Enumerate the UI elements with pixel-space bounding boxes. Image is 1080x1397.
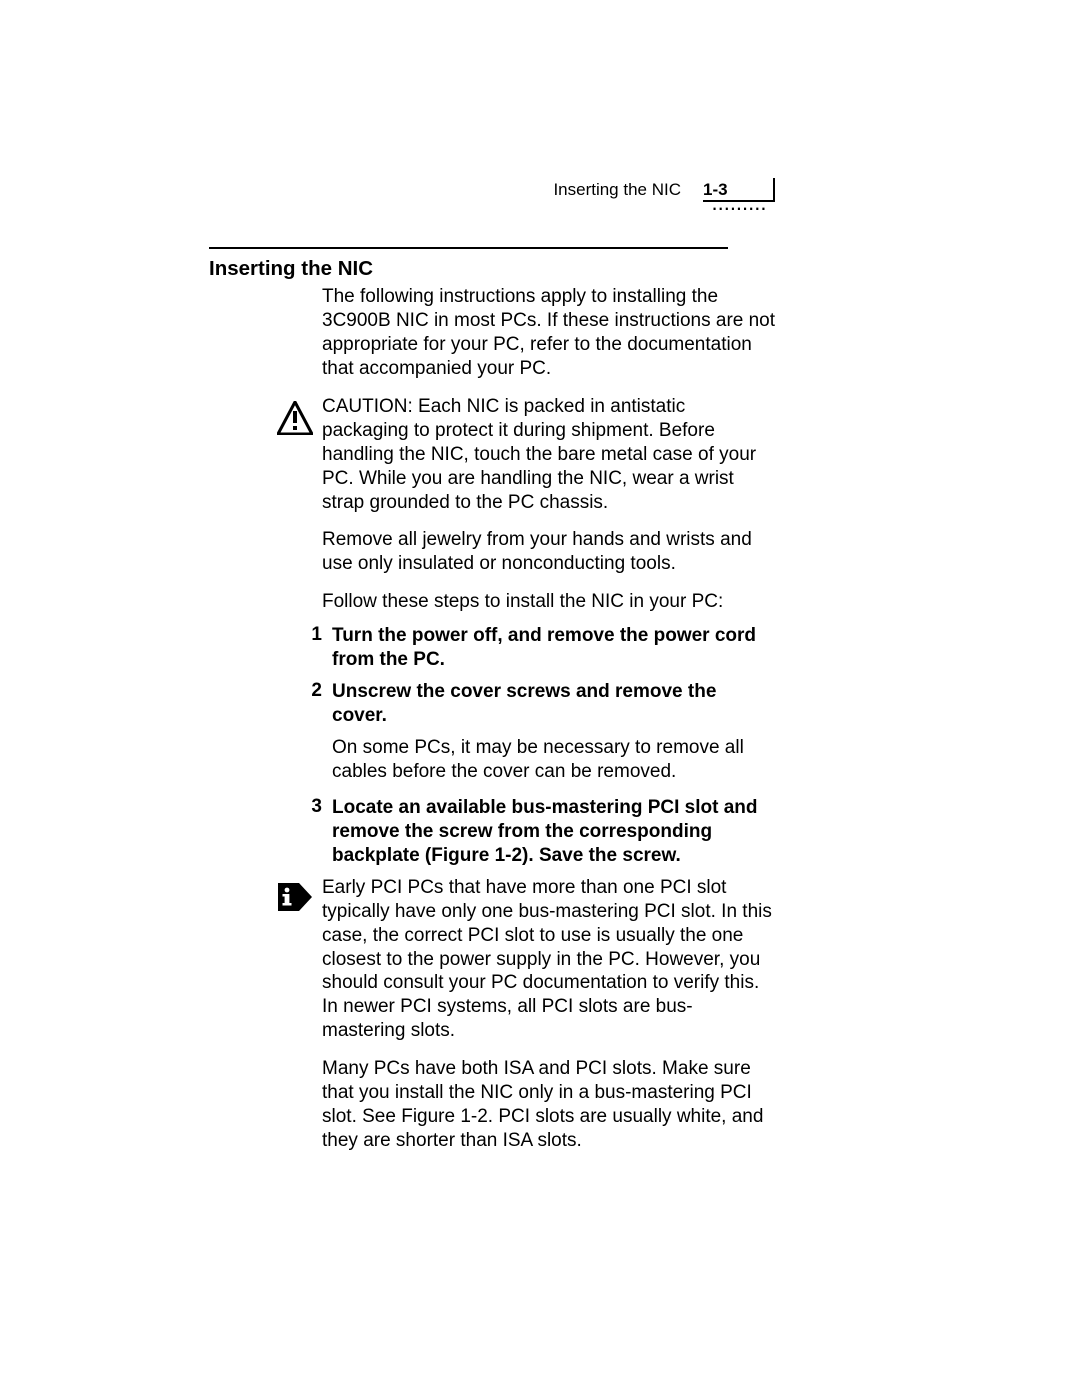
step-text: Turn the power off, and remove the power…: [322, 624, 774, 672]
step-text: Locate an available bus-mastering PCI sl…: [322, 796, 774, 868]
jewelry-paragraph: Remove all jewelry from your hands and w…: [322, 528, 777, 576]
running-page-box: 1-3 .........: [703, 178, 775, 212]
header-vline: [773, 178, 775, 200]
content: Inserting the NIC The following instruct…: [209, 247, 774, 1167]
intro-paragraph: The following instructions apply to inst…: [322, 285, 777, 381]
step-number: 3: [299, 796, 322, 818]
running-header: Inserting the NIC 1-3 .........: [553, 178, 775, 212]
info-block: Early PCI PCs that have more than one PC…: [277, 876, 774, 1044]
step-2-sub: On some PCs, it may be necessary to remo…: [332, 736, 777, 784]
page: Inserting the NIC 1-3 ......... Insertin…: [0, 0, 1080, 1397]
caution-block: CAUTION: Each NIC is packed in antistati…: [277, 395, 774, 515]
running-title: Inserting the NIC: [553, 178, 681, 200]
caution-icon: [277, 395, 322, 435]
header-dots: .........: [711, 200, 766, 212]
step-3: 3 Locate an available bus-mastering PCI …: [299, 796, 774, 868]
step-number: 1: [299, 624, 322, 646]
info-icon: [277, 876, 322, 912]
follow-paragraph: Follow these steps to install the NIC in…: [322, 590, 777, 614]
step-number: 2: [299, 680, 322, 702]
info-text-1: Early PCI PCs that have more than one PC…: [322, 876, 774, 1044]
info-text-2: Many PCs have both ISA and PCI slots. Ma…: [322, 1057, 777, 1153]
step-1: 1 Turn the power off, and remove the pow…: [299, 624, 774, 672]
step-2: 2 Unscrew the cover screws and remove th…: [299, 680, 774, 728]
section-title: Inserting the NIC: [209, 257, 774, 281]
caution-text: CAUTION: Each NIC is packed in antistati…: [322, 395, 774, 515]
step-text: Unscrew the cover screws and remove the …: [322, 680, 774, 728]
section-rule: [209, 247, 728, 249]
